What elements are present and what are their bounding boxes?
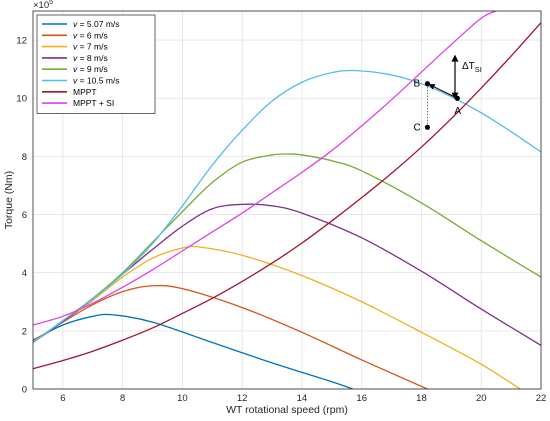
delta-arrow-head-up <box>451 54 459 62</box>
legend-label-mppt_si: MPPT + SI <box>73 98 114 108</box>
legend-label-v6: v = 6 m/s <box>73 30 108 40</box>
series-lines <box>33 11 541 389</box>
x-tick-label: 6 <box>60 393 65 404</box>
legend-v-symbol: v <box>73 76 78 86</box>
legend-text-rest: = 10.5 m/s <box>77 76 119 86</box>
series-line-v9 <box>33 153 541 344</box>
legend-label-v105: v = 10.5 m/s <box>73 76 120 86</box>
axis-ticks: 6 8 10 12 14 16 18 20 22 0 2 4 6 8 10 12 <box>16 36 546 404</box>
series-line-v507 <box>33 313 353 389</box>
y-tick-label: 6 <box>22 210 27 221</box>
y-exponent-base: ×10 <box>33 0 49 11</box>
y-tick-label: 0 <box>22 385 27 396</box>
legend-label-v7: v = 7 m/s <box>73 42 108 52</box>
legend-v-symbol: v <box>73 64 78 74</box>
legend-label-mppt: MPPT <box>73 87 97 97</box>
series-line-v7 <box>33 245 521 389</box>
legend-label-v9: v = 9 m/s <box>73 64 108 74</box>
legend-text-rest: = 5.07 m/s <box>77 19 119 29</box>
legend-text-rest: = 7 m/s <box>77 42 107 52</box>
x-tick-label: 22 <box>536 393 547 404</box>
legend-v-symbol: v <box>73 53 78 63</box>
x-tick-label: 14 <box>297 393 308 404</box>
point-a <box>454 95 460 101</box>
x-tick-label: 20 <box>476 393 487 404</box>
y-tick-label: 10 <box>16 94 27 105</box>
x-tick-label: 10 <box>177 393 188 404</box>
legend-label-v507: v = 5.07 m/s <box>73 19 120 29</box>
x-tick-label: 16 <box>356 393 367 404</box>
x-tick-label: 12 <box>237 393 248 404</box>
legend-box <box>36 14 156 114</box>
point-b <box>424 81 431 87</box>
y-axis-label: Torque (Nm) <box>3 171 15 229</box>
legend-v-symbol: v <box>73 19 78 29</box>
point-label-c: C <box>413 122 420 133</box>
x-axis-label: WT rotational speed (rpm) <box>226 404 348 416</box>
legend-v-symbol: v <box>73 30 78 40</box>
legend-text-rest: = 9 m/s <box>77 64 107 74</box>
delta-t-main: ΔT <box>462 61 475 72</box>
arrow-head <box>428 84 436 90</box>
annotations: ΔTSI A B C <box>413 54 482 133</box>
legend-v-symbol: v <box>73 42 78 52</box>
x-tick-label: 18 <box>416 393 427 404</box>
legend-text-rest: = 8 m/s <box>77 53 107 63</box>
axis-labels: WT rotational speed (rpm) Torque (Nm) ×1… <box>3 0 348 416</box>
y-tick-label: 12 <box>16 36 27 47</box>
legend-text-rest: MPPT + SI <box>73 98 114 108</box>
series-line-mppt <box>33 22 541 370</box>
y-tick-label: 4 <box>22 268 27 279</box>
legend-text-rest: = 6 m/s <box>77 30 107 40</box>
point-label-a: A <box>454 106 461 117</box>
legend-label-v8: v = 8 m/s <box>73 53 108 63</box>
series-line-v6 <box>33 284 428 389</box>
x-tick-label: 8 <box>120 393 125 404</box>
arrow-a-to-b <box>432 85 458 99</box>
y-tick-label: 8 <box>22 152 27 163</box>
delta-t-label: ΔTSI <box>462 61 482 74</box>
series-line-mppt_si <box>33 11 497 326</box>
series-line-v105 <box>33 69 541 344</box>
point-c <box>424 124 431 130</box>
y-tick-label: 2 <box>22 326 27 337</box>
delta-arrow-head-down <box>451 92 459 100</box>
delta-t-sub: SI <box>475 65 482 74</box>
y-exponent: ×105 <box>33 0 53 11</box>
y-exponent-power: 5 <box>49 0 53 6</box>
plot-frame <box>32 10 542 390</box>
legend-text-rest: MPPT <box>73 87 97 97</box>
point-label-b: B <box>413 79 420 90</box>
legend: v = 5.07 m/sv = 6 m/sv = 7 m/sv = 8 m/sv… <box>36 14 156 114</box>
